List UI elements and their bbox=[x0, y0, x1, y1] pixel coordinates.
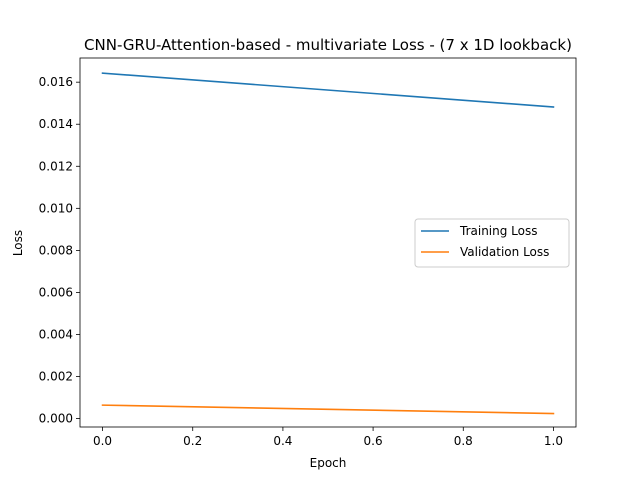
x-axis-label: Epoch bbox=[310, 456, 347, 470]
x-tick-label: 0.6 bbox=[364, 434, 383, 448]
legend-box bbox=[414, 218, 570, 268]
chart-title: CNN-GRU-Attention-based - multivariate L… bbox=[84, 36, 572, 54]
legend-label-validation-loss: Validation Loss bbox=[460, 245, 549, 259]
legend: Training Loss Validation Loss bbox=[414, 218, 570, 268]
legend-label-training-loss: Training Loss bbox=[459, 224, 537, 238]
y-tick-label: 0.004 bbox=[39, 327, 73, 341]
y-tick-label: 0.006 bbox=[39, 285, 73, 299]
x-tick-label: 0.2 bbox=[183, 434, 202, 448]
ticks-layer: 0.0 0.2 0.4 0.6 0.8 1.0 0.000 0.002 0.004 0.006 0.… bbox=[39, 75, 563, 448]
y-tick-label: 0.002 bbox=[39, 370, 73, 384]
series-line-validation-loss bbox=[101, 404, 555, 415]
x-tick-label: 0.4 bbox=[273, 434, 292, 448]
series-layer bbox=[101, 72, 555, 415]
series-line-training-loss bbox=[101, 72, 555, 108]
y-tick-label: 0.008 bbox=[39, 243, 73, 257]
plot-frame bbox=[79, 57, 577, 428]
y-tick-label: 0.016 bbox=[39, 75, 73, 89]
y-tick-label: 0.012 bbox=[39, 159, 73, 173]
x-tick-label: 1.0 bbox=[544, 434, 563, 448]
y-tick-label: 0.014 bbox=[39, 117, 73, 131]
y-axis-label: Loss bbox=[11, 230, 25, 256]
y-tick-label: 0.000 bbox=[39, 412, 73, 426]
x-tick-label: 0.8 bbox=[454, 434, 473, 448]
y-tick-label: 0.010 bbox=[39, 201, 73, 215]
x-tick-label: 0.0 bbox=[93, 434, 112, 448]
